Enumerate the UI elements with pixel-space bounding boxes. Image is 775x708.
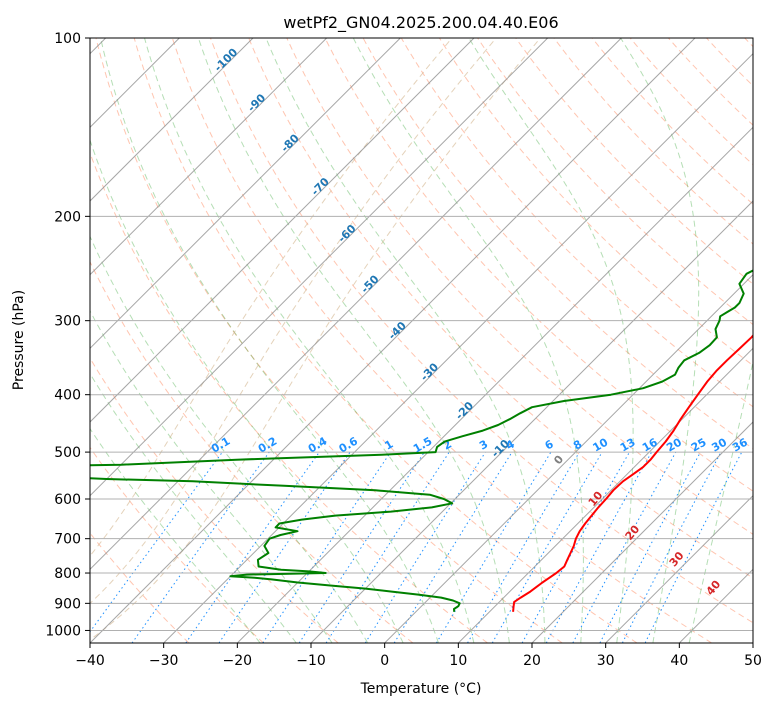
mixing-ratio-line [185, 451, 320, 643]
isotherm [605, 494, 753, 643]
mixing-ratio-line [298, 451, 425, 643]
isotherm [90, 38, 549, 497]
dry-adiabat [591, 38, 753, 205]
dry-adiabat [90, 446, 264, 643]
moist-adiabat [352, 38, 584, 643]
isotherm [457, 347, 753, 643]
isotherm [531, 421, 753, 643]
isotherm [90, 38, 696, 643]
moist-adiabat [90, 309, 333, 643]
dry-adiabat [400, 38, 753, 408]
reference-curve [90, 38, 541, 641]
y-tick-label: 800 [54, 566, 81, 582]
dry-adiabat [133, 38, 638, 643]
dry-adiabat [629, 38, 753, 166]
isotherm [310, 200, 753, 643]
mixing-ratio-line [599, 451, 701, 643]
axes-layer: −40 −30 −20 −10 0 10 20 30 40 50 100 200 300 400 500 60… [45, 31, 762, 669]
isotherm [90, 38, 328, 276]
plot-frame [89, 37, 754, 644]
moist-adiabat [620, 38, 700, 643]
mixing-ratio-line [325, 451, 450, 643]
plot-area: -100-90-80-70-60-50-40-30-20-100.1 0.2 0.4… [90, 38, 753, 643]
x-tick-label: −20 [223, 653, 253, 669]
moist-adiabat [197, 38, 510, 643]
reference-curve [90, 38, 497, 605]
y-tick-label: 200 [54, 209, 81, 225]
y-tick-label: 700 [54, 532, 81, 548]
x-tick-label: 40 [670, 653, 688, 669]
mixing-ratio-line [572, 451, 677, 643]
reference-curve [90, 38, 453, 557]
moist-adiabat [688, 359, 753, 643]
dewpoint-profile-line [90, 269, 753, 612]
isotherm [90, 38, 622, 571]
y-axis-label: Pressure (hPa) [11, 290, 27, 390]
y-tick-label: 100 [54, 31, 81, 47]
isotherm [90, 38, 475, 423]
x-tick-label: −10 [296, 653, 326, 669]
moist-adiabat [90, 138, 404, 643]
mixing-ratio-line [262, 451, 392, 643]
moist-adiabat [100, 38, 439, 643]
dry-adiabat [515, 38, 753, 285]
y-tick-label: 900 [54, 596, 81, 612]
moist-adiabat [144, 38, 475, 643]
y-tick-label: 300 [54, 314, 81, 330]
mixing-ratio-line [435, 451, 552, 643]
x-tick-label: 50 [744, 653, 762, 669]
mixing-ratio-line [364, 451, 486, 643]
isotherm [90, 38, 254, 202]
dry-adiabat [477, 38, 753, 326]
moist-adiabat [90, 235, 369, 643]
isotherm [163, 52, 753, 643]
y-tick-label: 1000 [45, 623, 81, 639]
mixing-ratio-line [218, 451, 351, 643]
y-tick-label: 600 [54, 492, 81, 508]
x-tick-label: 10 [449, 653, 467, 669]
isotherm [384, 273, 753, 643]
y-tick-label: 500 [54, 445, 81, 461]
dry-adiabat [324, 38, 753, 492]
mixing-ratio-line [467, 451, 580, 643]
x-tick-label: 20 [523, 653, 541, 669]
dry-adiabat [171, 38, 712, 643]
dry-adiabat [90, 260, 414, 643]
temperature-profile-line [512, 334, 753, 612]
x-tick-label: 30 [597, 653, 615, 669]
x-axis-label: Temperature (°C) [360, 681, 482, 697]
y-tick-label: 400 [54, 388, 81, 404]
x-tick-label: −40 [75, 653, 105, 669]
moist-adiabat [265, 38, 546, 643]
x-tick-label: 0 [380, 653, 389, 669]
isotherm [236, 126, 753, 643]
moist-adiabat [90, 372, 297, 643]
dry-adiabat [248, 38, 753, 579]
isotherm [90, 38, 401, 350]
chart-title: wetPf2_GN04.2025.200.04.40.E06 [283, 13, 558, 33]
moist-adiabat [90, 427, 261, 643]
dry-adiabat [95, 38, 563, 643]
dry-adiabat [210, 38, 753, 624]
x-tick-label: −30 [149, 653, 179, 669]
